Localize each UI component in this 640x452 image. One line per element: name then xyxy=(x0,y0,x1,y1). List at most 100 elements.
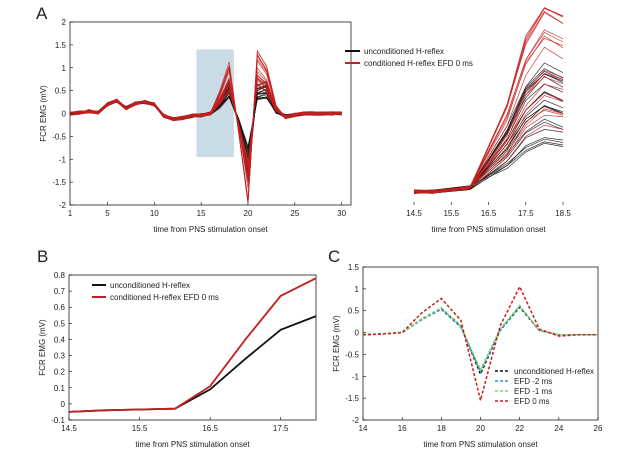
a-legend-entry: unconditioned H-reflex xyxy=(364,47,444,56)
c-plot-frame xyxy=(362,266,599,421)
c-ytick-label: 1 xyxy=(355,285,360,294)
a-trace-conditioned xyxy=(69,79,342,165)
a-legend-entry: conditioned H-reflex EFD 0 ms xyxy=(364,59,473,68)
chart-b: 14.5 15.5 16.5 17.5 time from PNS stimulatio… xyxy=(38,271,317,449)
b-legend-entry: conditioned H-reflex EFD 0 ms xyxy=(110,293,219,302)
a-ytick-label: 2 xyxy=(62,18,67,27)
a-legend: unconditioned H-reflex conditioned H-refl… xyxy=(345,47,473,68)
c-ytick-label: 0.5 xyxy=(348,307,360,316)
b-legend-entry: unconditioned H-reflex xyxy=(110,281,190,290)
c-xtick-label: 26 xyxy=(594,424,603,433)
chart-c: 14 16 18 20 22 24 26 time from PNS stimulation … xyxy=(332,263,603,449)
a-zoom-trace-unconditioned xyxy=(413,104,564,194)
b-plot-frame xyxy=(68,274,317,421)
a-xtick-label: 30 xyxy=(337,209,346,218)
a-xtick-label: 5 xyxy=(105,209,110,218)
c-ytick-label: 1.5 xyxy=(348,263,360,272)
b-ytick-label: 0.7 xyxy=(54,287,66,296)
b-ytick-label: 0.3 xyxy=(54,352,66,361)
a-zoom-trace-conditioned xyxy=(413,83,564,193)
b-ytick-label: 0.1 xyxy=(54,384,66,393)
a-zoom-xtick-label: 17.5 xyxy=(518,209,534,218)
panel-label-b: B xyxy=(37,247,48,266)
c-y-axis-title: FCR EMG (mV) xyxy=(332,315,341,372)
a-zoom-trace-conditioned xyxy=(413,109,564,193)
c-series-2 xyxy=(362,304,598,372)
a-xtick-label: 25 xyxy=(290,209,299,218)
a-zoom-xtick-label: 18.5 xyxy=(555,209,571,218)
a-zoom-trace-conditioned xyxy=(413,46,564,192)
c-ytick-label: -2 xyxy=(352,416,360,425)
a-ytick-label: 0 xyxy=(62,110,67,119)
a-zoom-trace-conditioned xyxy=(413,8,564,194)
a-trace-conditioned xyxy=(69,84,342,163)
b-x-axis-title: time from PNS stimulation onset xyxy=(135,440,250,449)
chart-a-zoom: 14.5 15.5 16.5 17.5 18.5 time from PNS stimul… xyxy=(406,7,571,234)
a-ytick-label: 1.5 xyxy=(55,41,67,50)
a-ytick-label: -0.5 xyxy=(52,132,66,141)
b-xtick-label: 16.5 xyxy=(202,424,218,433)
a-zoom-trace-conditioned xyxy=(413,10,564,194)
b-ytick-label: 0 xyxy=(61,400,66,409)
c-xtick-label: 24 xyxy=(554,424,563,433)
c-series-3 xyxy=(362,284,598,401)
b-ytick-label: 0.5 xyxy=(54,319,66,328)
b-xtick-label: 14.5 xyxy=(61,424,77,433)
a-ytick-label: -1.5 xyxy=(52,178,66,187)
b-ytick-label: 0.6 xyxy=(54,303,66,312)
a-trace-conditioned xyxy=(69,75,342,176)
c-ytick-label: 0 xyxy=(355,329,360,338)
a-ytick-label: -1 xyxy=(59,155,67,164)
panel-label-a: A xyxy=(36,4,48,23)
c-ytick-label: -1.5 xyxy=(345,394,359,403)
b-y-axis-title: FCR EMG (mV) xyxy=(38,319,47,376)
a-x-axis-title: time from PNS stimulation onset xyxy=(153,225,268,234)
c-legend-entry: unconditioned H-reflex xyxy=(514,367,594,376)
a-xtick-label: 1 xyxy=(68,209,73,218)
c-ytick-label: -1 xyxy=(352,372,360,381)
c-series-1 xyxy=(362,305,598,374)
a-zoom-trace-unconditioned xyxy=(413,106,564,194)
panel-label-c: C xyxy=(328,247,340,266)
a-xtick-label: 15 xyxy=(197,209,206,218)
c-ytick-label: -0.5 xyxy=(345,350,359,359)
c-xtick-label: 20 xyxy=(476,424,485,433)
c-xtick-label: 18 xyxy=(437,424,446,433)
b-series-conditioned xyxy=(68,277,317,413)
a-ytick-label: 1 xyxy=(62,64,67,73)
c-xtick-label: 14 xyxy=(359,424,368,433)
b-legend: unconditioned H-reflex conditioned H-refl… xyxy=(92,281,219,302)
a-zoom-trace-unconditioned xyxy=(413,91,564,194)
c-legend-entry: EFD -2 ms xyxy=(514,377,552,386)
a-xtick-label: 10 xyxy=(150,209,159,218)
a-zoom-trace-unconditioned xyxy=(413,121,564,194)
b-xtick-label: 17.5 xyxy=(273,424,289,433)
a-zoom-trace-conditioned xyxy=(413,31,564,193)
c-xtick-label: 22 xyxy=(515,424,524,433)
a-zoom-xtick-label: 14.5 xyxy=(406,209,422,218)
a-xtick-label: 20 xyxy=(244,209,253,218)
c-xtick-label: 16 xyxy=(398,424,407,433)
b-ytick-label: 0.4 xyxy=(54,335,66,344)
a-zoom-xtick-label: 16.5 xyxy=(481,209,497,218)
b-ytick-label: 0.2 xyxy=(54,368,66,377)
a-ytick-label: -2 xyxy=(59,201,67,210)
b-xtick-label: 15.5 xyxy=(132,424,148,433)
a-ytick-label: 0.5 xyxy=(55,87,67,96)
b-ytick-label: 0.8 xyxy=(54,271,66,280)
a-zoom-trace-conditioned xyxy=(413,124,564,191)
a-trace-conditioned xyxy=(69,77,342,173)
a-zoom-trace-unconditioned xyxy=(413,118,564,192)
c-legend-entry: EFD -1 ms xyxy=(514,387,552,396)
a-zoom-x-axis-title: time from PNS stimulation onset xyxy=(431,225,546,234)
b-ytick-label: -0.1 xyxy=(51,416,65,425)
a-zoom-trace-unconditioned xyxy=(413,91,564,192)
a-zoom-xtick-label: 15.5 xyxy=(443,209,459,218)
c-x-axis-title: time from PNS stimulation onset xyxy=(423,440,538,449)
a-y-axis-title: FCR EMG (mV) xyxy=(39,85,48,142)
c-legend-entry: EFD 0 ms xyxy=(514,397,550,406)
c-series-0 xyxy=(362,306,598,377)
